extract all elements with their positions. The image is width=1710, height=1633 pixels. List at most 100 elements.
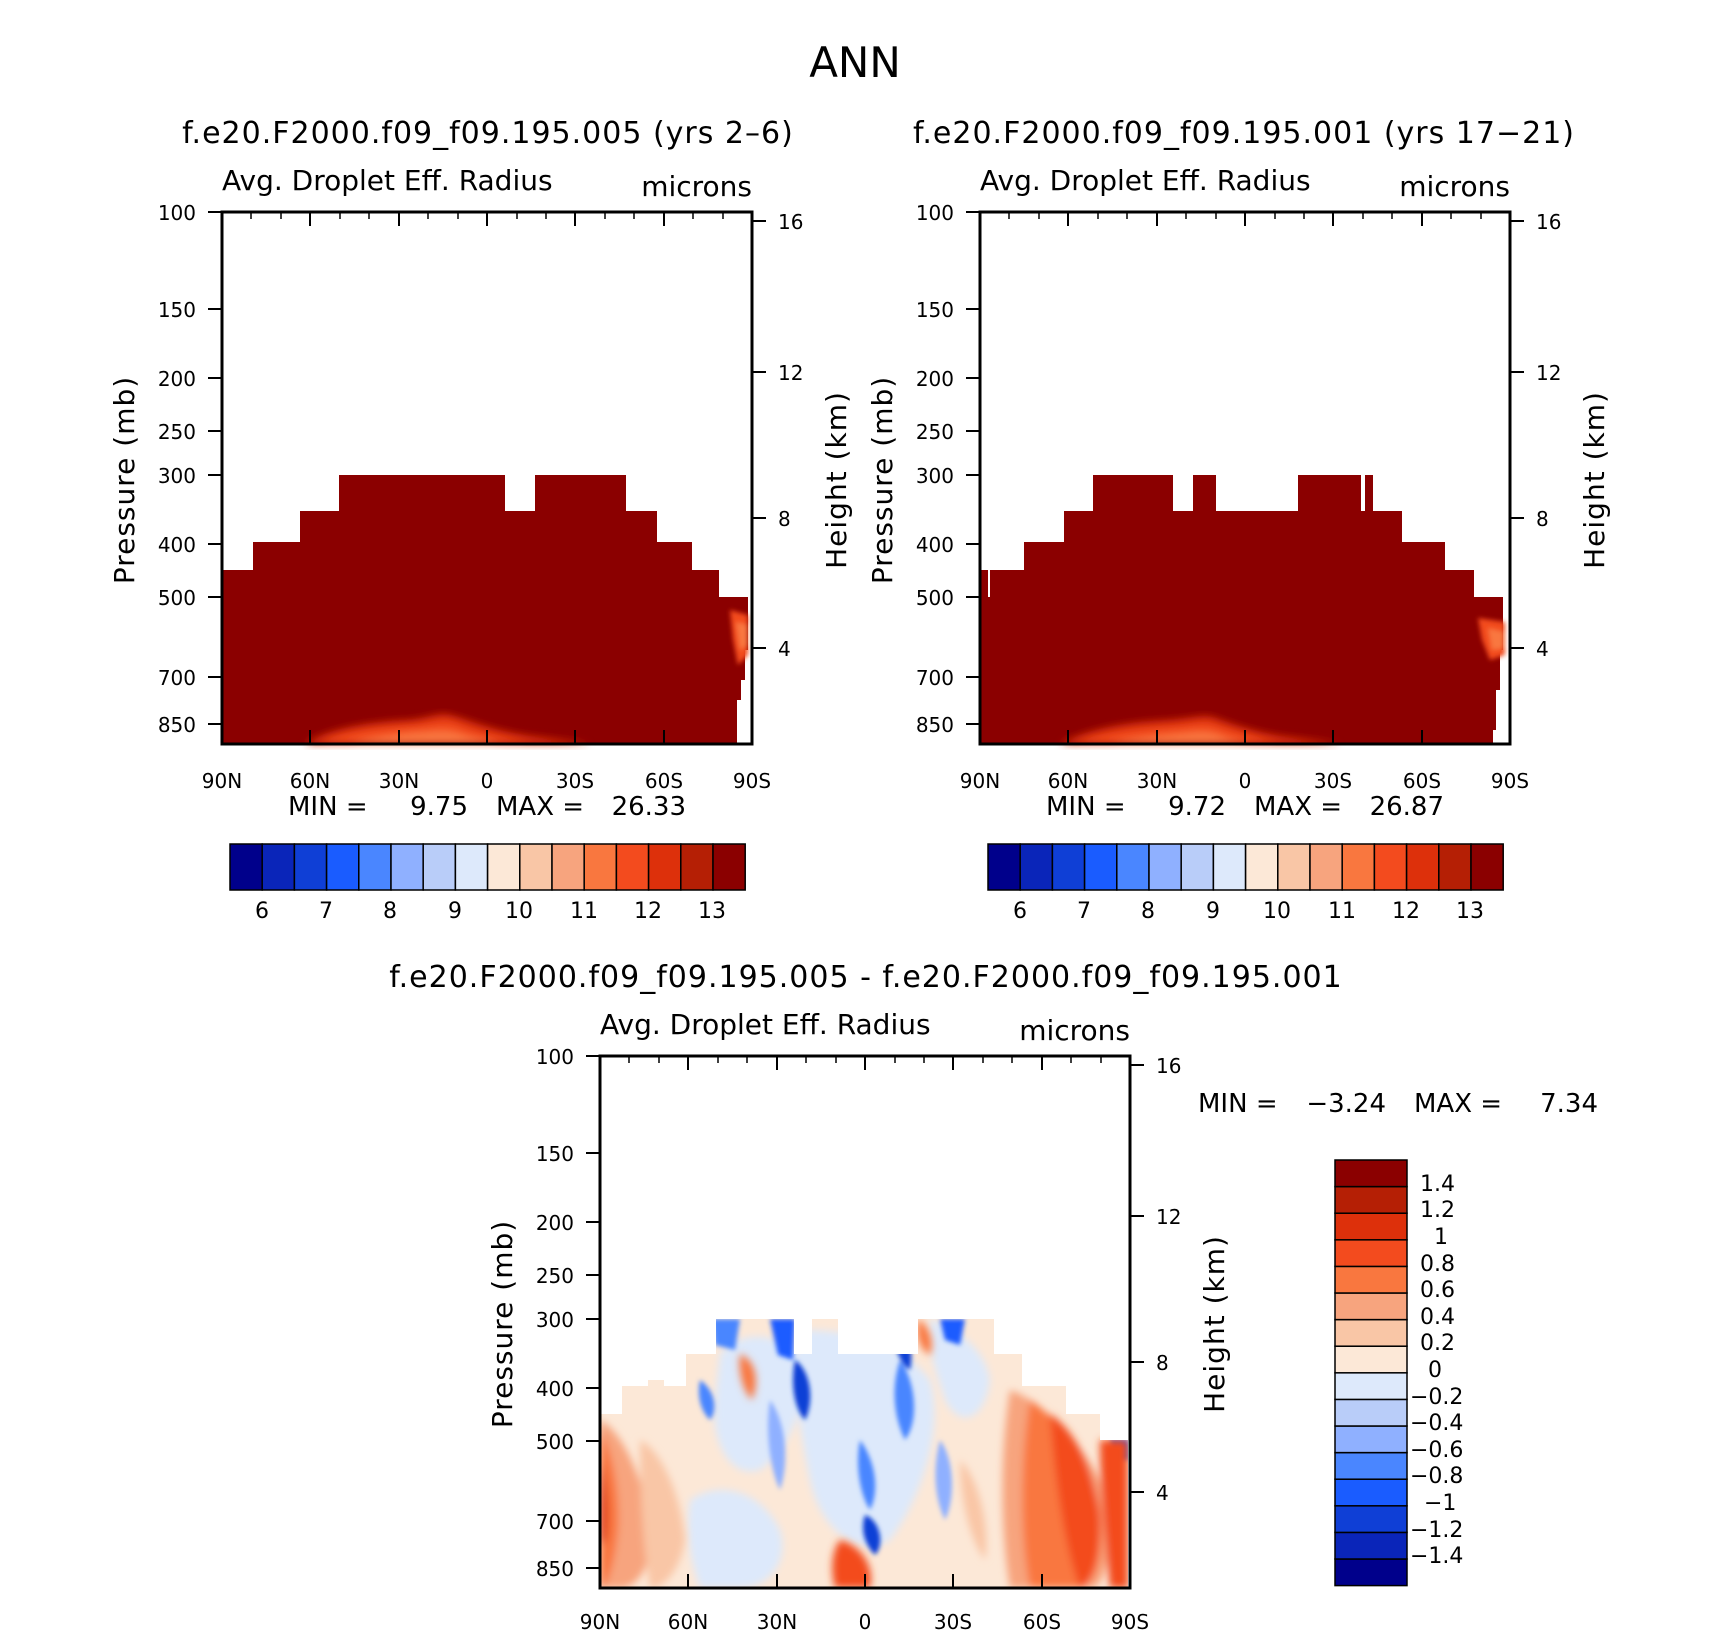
y-tick-label: 250 xyxy=(916,420,954,444)
panel-3-right-tick-labels: 16 12 8 4 xyxy=(1156,1054,1181,1505)
colorbar-box xyxy=(1212,843,1247,891)
panel-2-colorbar-boxes xyxy=(987,843,1504,891)
colorbar-box xyxy=(1148,843,1182,891)
panel-2-warm-bottom xyxy=(1060,716,1340,744)
panel-3-field xyxy=(598,1054,1132,1590)
y-tick-label: 500 xyxy=(158,586,196,610)
y-tick-label: 100 xyxy=(536,1045,574,1069)
colorbar-box xyxy=(261,843,296,891)
y-tick-label: 400 xyxy=(916,533,954,557)
colorbar-label: 1 xyxy=(1434,1225,1448,1250)
panel-1-x-minor-ticks xyxy=(250,212,724,219)
panel-3-colorbar-labels: 1.4 1.2 1 0.8 0.6 0.4 0.2 0 −0.2 −0.4 −0… xyxy=(1410,1172,1463,1569)
colorbar-box xyxy=(987,843,1021,891)
colorbar-label: 13 xyxy=(698,899,726,924)
panel-1-min-label: MIN = xyxy=(288,792,368,822)
x-tick-label: 90N xyxy=(960,769,1000,793)
colorbar-label: 1.4 xyxy=(1420,1172,1455,1197)
panel-3: f.e20.F2000.f09_f09.195.005 - f.e20.F200… xyxy=(389,960,1598,1633)
y-tick-label: 250 xyxy=(158,420,196,444)
colorbar-box xyxy=(1334,1318,1408,1347)
panel-1-field xyxy=(220,210,754,746)
panel-1-units: microns xyxy=(641,170,752,203)
x-tick-label: 0 xyxy=(1239,769,1252,793)
panel-1-minmax: MIN = 9.75 MAX = 26.33 xyxy=(288,792,686,822)
panel-2-ylabel-right: Height (km) xyxy=(1578,391,1611,569)
x-tick-label: 60N xyxy=(668,1610,708,1633)
colorbar-box xyxy=(1341,843,1376,891)
panel-2-field xyxy=(978,210,1512,746)
panel-3-x-minor-ticks xyxy=(628,1056,1102,1063)
colorbar-box xyxy=(1334,1372,1408,1401)
x-tick-label: 90S xyxy=(1491,769,1529,793)
panel-1-colorbar: 6 7 8 9 10 11 12 13 xyxy=(229,843,746,924)
x-tick-label: 90N xyxy=(202,769,242,793)
colorbar-label: 12 xyxy=(1392,899,1420,924)
panel-3-variable: Avg. Droplet Eff. Radius xyxy=(600,1008,931,1041)
colorbar-box xyxy=(712,843,746,891)
colorbar-label: −0.2 xyxy=(1410,1385,1463,1410)
height-tick-label: 4 xyxy=(778,637,791,661)
panel-2-ylabel: Pressure (mb) xyxy=(866,376,899,584)
colorbar-label: −0.8 xyxy=(1410,1464,1463,1489)
colorbar-box xyxy=(1373,843,1408,891)
x-tick-label: 30N xyxy=(757,1610,797,1633)
colorbar-box xyxy=(486,843,521,891)
panel-1-cloud-field xyxy=(222,475,748,744)
colorbar-box xyxy=(1334,1531,1408,1560)
panel-3-right-ticks xyxy=(1130,1064,1144,1493)
panel-3-colorbar: 1.4 1.2 1 0.8 0.6 0.4 0.2 0 −0.2 −0.4 −0… xyxy=(1334,1159,1463,1587)
panel-2-title: f.e20.F2000.f09_f09.195.001 (yrs 17−21) xyxy=(913,116,1575,151)
colorbar-label: 11 xyxy=(570,899,598,924)
y-tick-label: 850 xyxy=(158,713,196,737)
colorbar-label: 6 xyxy=(1013,899,1027,924)
colorbar-box xyxy=(1334,1451,1408,1480)
colorbar-label: 8 xyxy=(1141,899,1155,924)
colorbar-box xyxy=(1244,843,1279,891)
y-tick-label: 150 xyxy=(158,298,196,322)
colorbar-box xyxy=(229,843,263,891)
colorbar-box xyxy=(422,843,457,891)
panel-1-left-ticks xyxy=(208,211,222,725)
panel-1-warm-bottom xyxy=(305,714,590,744)
panel-1-ylabel-right: Height (km) xyxy=(820,391,853,569)
y-tick-label: 300 xyxy=(916,464,954,488)
colorbar-label: −1 xyxy=(1424,1491,1456,1516)
y-tick-label: 400 xyxy=(536,1377,574,1401)
panel-2-colorbar-labels: 6 7 8 9 10 11 12 13 xyxy=(1013,899,1484,924)
figure-title: ANN xyxy=(809,38,901,87)
height-tick-label: 12 xyxy=(1156,1205,1181,1229)
colorbar-box xyxy=(454,843,489,891)
y-tick-label: 500 xyxy=(916,586,954,610)
colorbar-box xyxy=(1334,1558,1408,1587)
colorbar-label: 0.6 xyxy=(1420,1278,1455,1303)
colorbar-label: 0.2 xyxy=(1420,1331,1455,1356)
colorbar-box xyxy=(1334,1265,1408,1294)
colorbar-label: 9 xyxy=(448,899,462,924)
colorbar-label: 11 xyxy=(1328,899,1356,924)
colorbar-box xyxy=(1019,843,1054,891)
panel-3-left-ticks xyxy=(586,1055,600,1569)
panel-2: f.e20.F2000.f09_f09.195.001 (yrs 17−21) … xyxy=(866,116,1611,924)
panel-1-right-tick-labels: 16 12 8 4 xyxy=(778,210,803,661)
x-tick-label: 30S xyxy=(1314,769,1352,793)
panel-2-minmax: MIN = 9.72 MAX = 26.87 xyxy=(1046,792,1444,822)
y-tick-label: 700 xyxy=(158,666,196,690)
colorbar-label: 1.2 xyxy=(1420,1198,1455,1223)
colorbar-label: 0 xyxy=(1428,1358,1442,1383)
x-tick-label: 30S xyxy=(556,769,594,793)
colorbar-label: 6 xyxy=(255,899,269,924)
panel-3-x-tick-labels: 90N 60N 30N 0 30S 60S 90S xyxy=(580,1610,1149,1633)
height-tick-label: 12 xyxy=(778,361,803,385)
x-tick-label: 90S xyxy=(1111,1610,1149,1633)
panel-2-min-value: 9.72 xyxy=(1168,792,1226,822)
panel-3-min-label: MIN = xyxy=(1198,1089,1278,1119)
colorbar-box xyxy=(647,843,682,891)
colorbar-box xyxy=(1334,1212,1408,1241)
y-tick-label: 150 xyxy=(916,298,954,322)
x-tick-label: 0 xyxy=(481,769,494,793)
y-tick-label: 250 xyxy=(536,1264,574,1288)
colorbar-box xyxy=(1277,843,1311,891)
colorbar-box xyxy=(325,843,360,891)
panel-2-x-tick-labels: 90N 60N 30N 0 30S 60S 90S xyxy=(960,769,1529,793)
